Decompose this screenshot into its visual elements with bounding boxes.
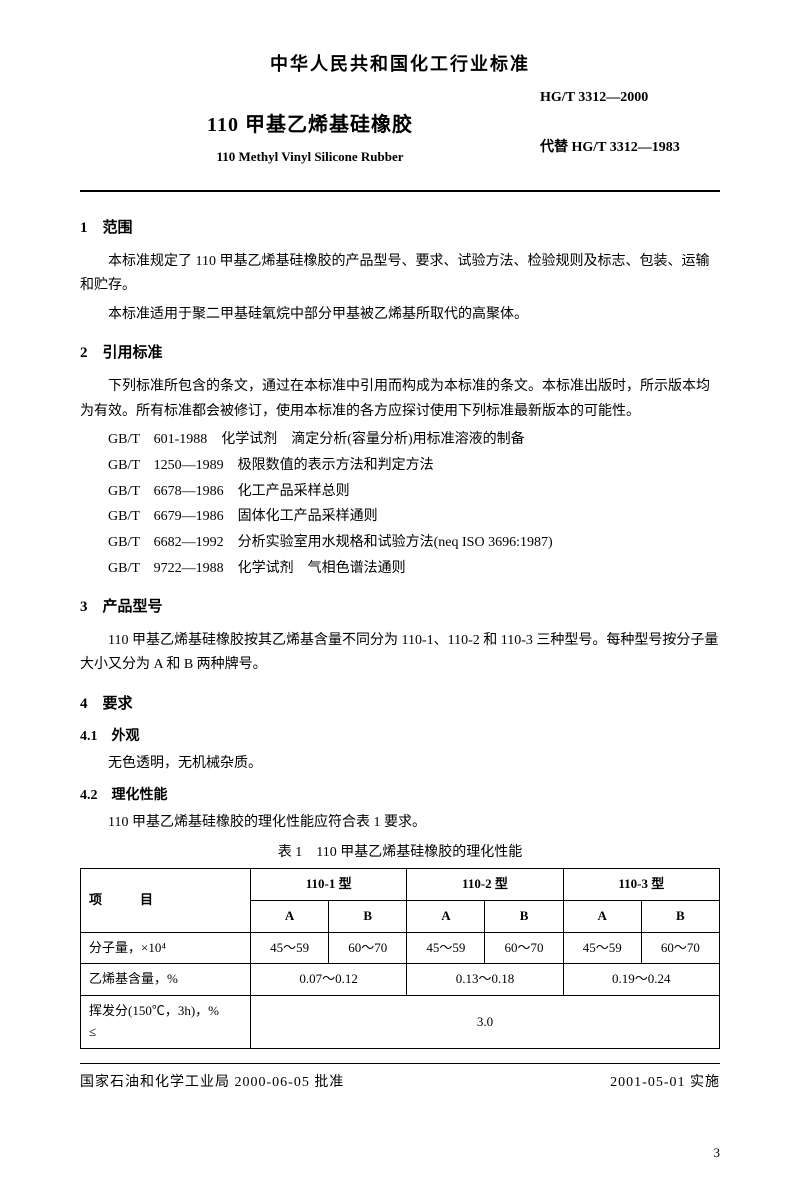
th-a: A xyxy=(563,900,641,932)
title-zh: 110 甲基乙烯基硅橡胶 xyxy=(80,109,540,141)
header-org: 中华人民共和国化工行业标准 xyxy=(80,50,720,79)
th-a: A xyxy=(251,900,329,932)
divider-top xyxy=(80,190,720,192)
th-a: A xyxy=(407,900,485,932)
cell: 45～59 xyxy=(251,932,329,964)
section-42-title: 4.2 理化性能 xyxy=(80,785,720,807)
title-en: 110 Methyl Vinyl Silicone Rubber xyxy=(80,147,540,168)
header-center: 110 甲基乙烯基硅橡胶 110 Methyl Vinyl Silicone R… xyxy=(80,87,540,178)
table-header-row-1: 项 目 110-1 型 110-2 型 110-3 型 xyxy=(81,869,720,901)
th-type1: 110-1 型 xyxy=(251,869,407,901)
cell: 3.0 xyxy=(251,996,720,1049)
cell: 0.07～0.12 xyxy=(251,964,407,996)
table-caption: 表 1 110 甲基乙烯基硅橡胶的理化性能 xyxy=(80,842,720,864)
ref-item: GB/T 601-1988 化学试剂 滴定分析(容量分析)用标准溶液的制备 xyxy=(80,428,720,452)
ref-item: GB/T 6679—1986 固体化工产品采样通则 xyxy=(80,505,720,529)
th-b: B xyxy=(641,900,719,932)
th-type3: 110-3 型 xyxy=(563,869,719,901)
std-code: HG/T 3312—2000 xyxy=(540,87,720,109)
section-2-title: 2 引用标准 xyxy=(80,341,720,365)
table-row: 乙烯基含量，% 0.07～0.12 0.13～0.18 0.19～0.24 xyxy=(81,964,720,996)
ref-item: GB/T 6678—1986 化工产品采样总则 xyxy=(80,480,720,504)
cell: 0.13～0.18 xyxy=(407,964,563,996)
section-1-p1: 本标准规定了 110 甲基乙烯基硅橡胶的产品型号、要求、试验方法、检验规则及标志… xyxy=(80,250,720,299)
th-item: 项 目 xyxy=(81,869,251,933)
section-1-p2: 本标准适用于聚二甲基硅氧烷中部分甲基被乙烯基所取代的高聚体。 xyxy=(80,303,720,328)
section-3-title: 3 产品型号 xyxy=(80,595,720,619)
table-row: 挥发分(150℃，3h)，% ≤ 3.0 xyxy=(81,996,720,1049)
cell: 60～70 xyxy=(641,932,719,964)
footer-left: 国家石油和化学工业局 2000-06-05 批准 xyxy=(80,1072,344,1094)
cell: 45～59 xyxy=(407,932,485,964)
cell: 45～59 xyxy=(563,932,641,964)
replaces: 代替 HG/T 3312—1983 xyxy=(540,137,720,159)
cell: 60～70 xyxy=(485,932,563,964)
ref-item: GB/T 9722—1988 化学试剂 气相色谱法通则 xyxy=(80,557,720,581)
header-row: 110 甲基乙烯基硅橡胶 110 Methyl Vinyl Silicone R… xyxy=(80,87,720,178)
footer: 国家石油和化学工业局 2000-06-05 批准 2001-05-01 实施 xyxy=(80,1072,720,1094)
page-number: 3 xyxy=(714,1143,721,1164)
section-41-title: 4.1 外观 xyxy=(80,726,720,748)
table-row: 分子量，×10⁴ 45～59 60～70 45～59 60～70 45～59 6… xyxy=(81,932,720,964)
section-41-p: 无色透明，无机械杂质。 xyxy=(80,752,720,777)
th-b: B xyxy=(485,900,563,932)
cell: 0.19～0.24 xyxy=(563,964,719,996)
th-type2: 110-2 型 xyxy=(407,869,563,901)
row-label: 乙烯基含量，% xyxy=(81,964,251,996)
header-right: HG/T 3312—2000 代替 HG/T 3312—1983 xyxy=(540,87,720,160)
row-label: 分子量，×10⁴ xyxy=(81,932,251,964)
divider-bottom xyxy=(80,1063,720,1064)
ref-item: GB/T 1250—1989 极限数值的表示方法和判定方法 xyxy=(80,454,720,478)
section-2-p1: 下列标准所包含的条文，通过在本标准中引用而构成为本标准的条文。本标准出版时，所示… xyxy=(80,375,720,424)
section-3-p1: 110 甲基乙烯基硅橡胶按其乙烯基含量不同分为 110-1、110-2 和 11… xyxy=(80,629,720,678)
section-4-title: 4 要求 xyxy=(80,692,720,716)
footer-right: 2001-05-01 实施 xyxy=(610,1072,720,1094)
section-42-p: 110 甲基乙烯基硅橡胶的理化性能应符合表 1 要求。 xyxy=(80,811,720,836)
properties-table: 项 目 110-1 型 110-2 型 110-3 型 A B A B A B … xyxy=(80,868,720,1049)
cell: 60～70 xyxy=(329,932,407,964)
section-1-title: 1 范围 xyxy=(80,216,720,240)
ref-item: GB/T 6682—1992 分析实验室用水规格和试验方法(neq ISO 36… xyxy=(80,531,720,555)
row-label: 挥发分(150℃，3h)，% ≤ xyxy=(81,996,251,1049)
th-b: B xyxy=(329,900,407,932)
